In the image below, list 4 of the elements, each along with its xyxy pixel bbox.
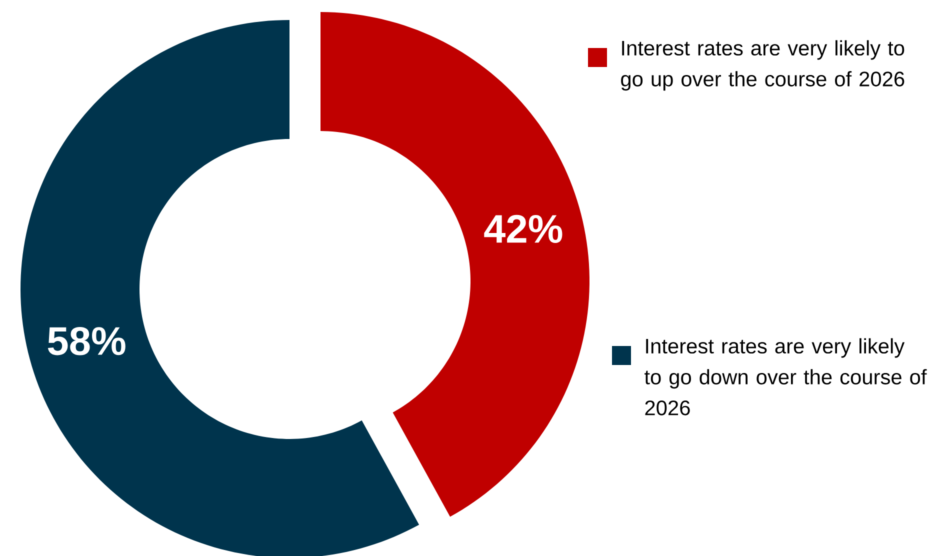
data-label: 58%: [48, 326, 126, 356]
data-label: 42%: [484, 214, 562, 243]
legend-label: Interest rates are very likely to go down over the course of 2026: [644, 338, 927, 416]
legend-label: Interest rates are very likely to go up over the course of 2026: [621, 40, 904, 91]
